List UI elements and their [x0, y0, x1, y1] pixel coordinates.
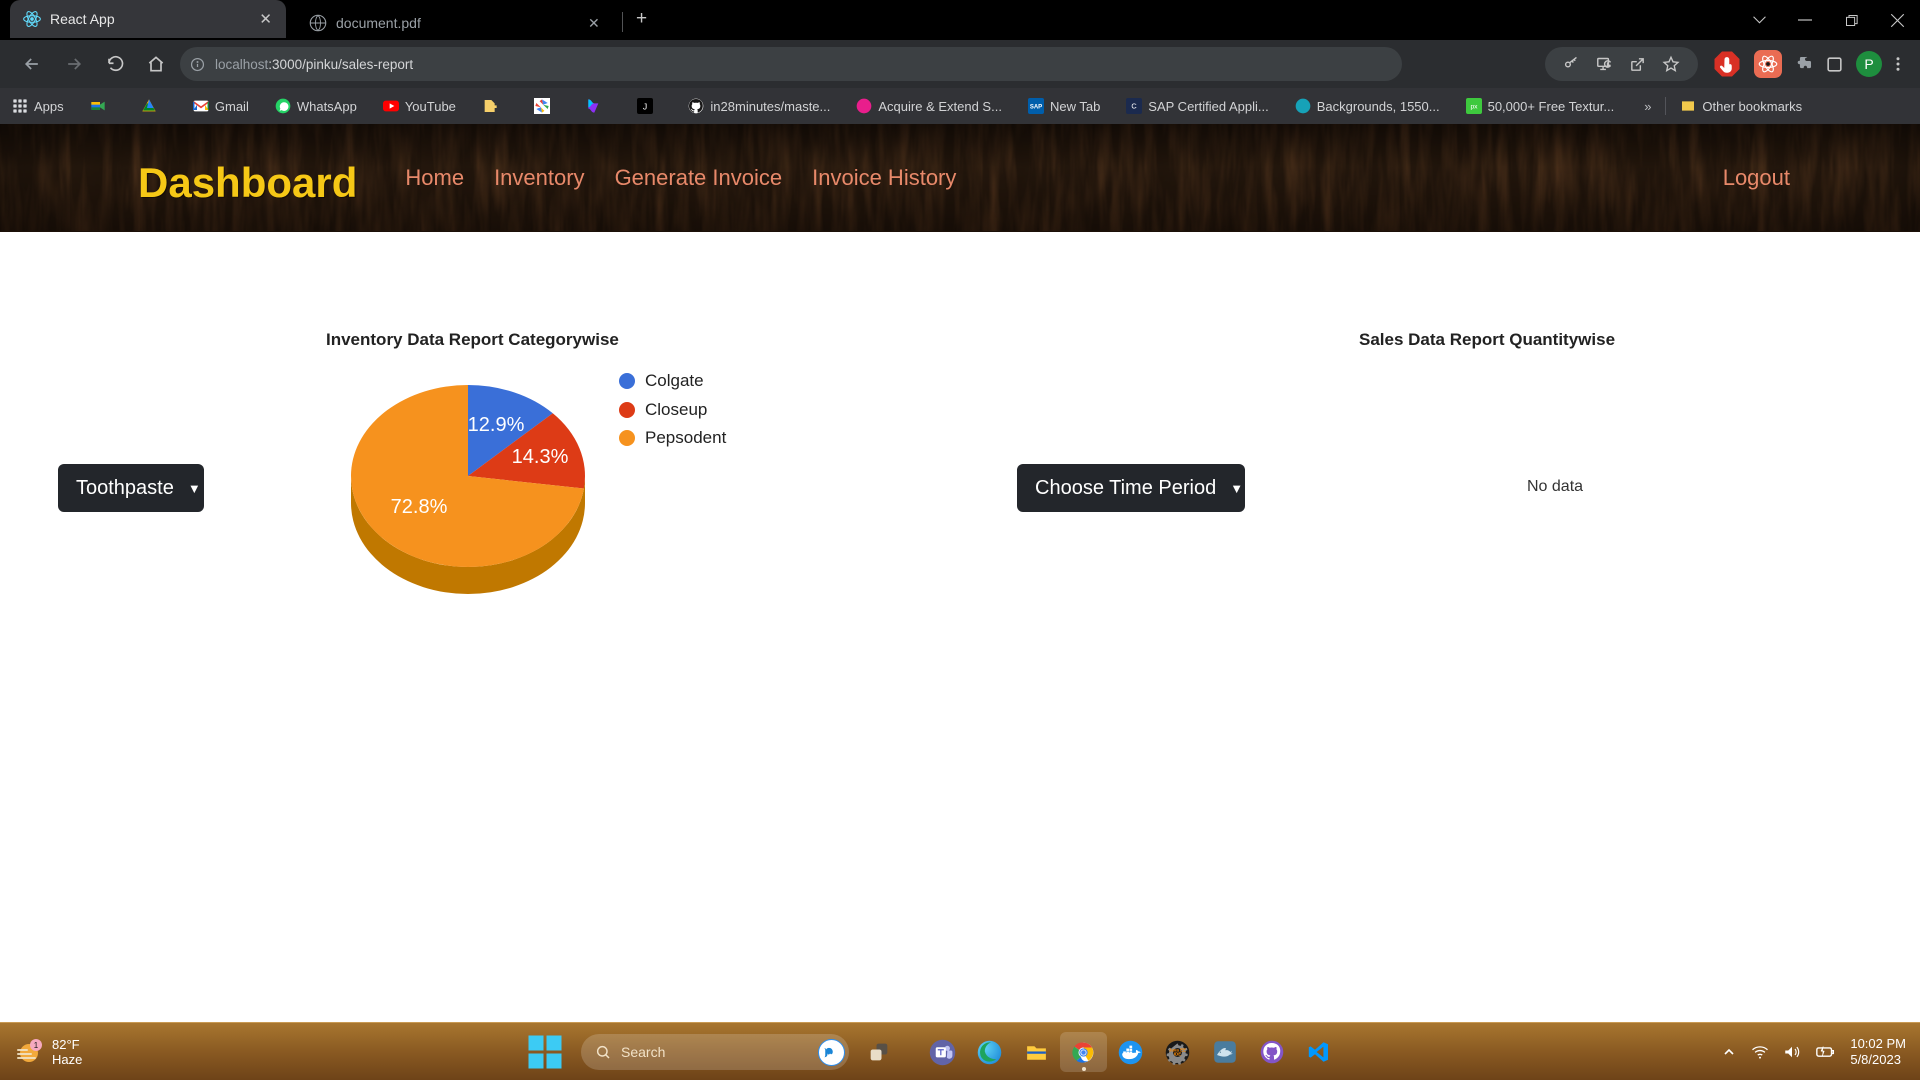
svg-text:C: C: [1132, 102, 1138, 111]
svg-text:12.9%: 12.9%: [468, 414, 525, 436]
svg-text:SAP: SAP: [1030, 105, 1042, 111]
svg-text:72.8%: 72.8%: [391, 496, 448, 518]
svg-text:1: 1: [34, 1041, 39, 1050]
svg-text:IDE: IDE: [1174, 1051, 1181, 1056]
svg-text:J: J: [643, 101, 647, 111]
svg-text:14.3%: 14.3%: [512, 446, 569, 468]
svg-text:px: px: [1470, 104, 1478, 111]
